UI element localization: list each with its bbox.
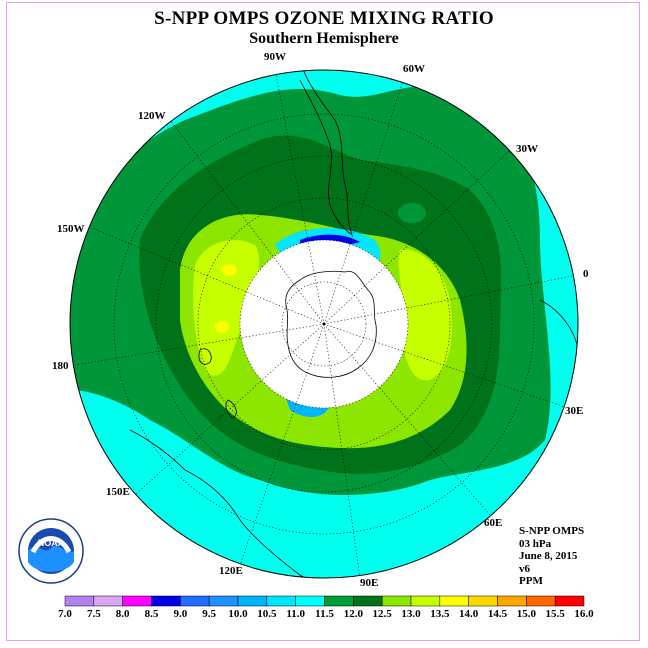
ozone-max-spot-2 (215, 321, 229, 333)
colorbar-swatch (468, 595, 498, 607)
ozone-band-13-0-east (398, 249, 452, 381)
colorbar-swatch (497, 595, 527, 607)
colorbar-tick-label: 9.5 (202, 608, 217, 620)
colorbar-tick-label: 14.5 (487, 608, 508, 620)
colorbar-swatch (93, 595, 123, 607)
lon-label-60e: 60E (484, 517, 503, 529)
colorbar-tick-label: 12.0 (343, 608, 363, 620)
colorbar-tick-label: 9.0 (173, 608, 188, 620)
colorbar-tick-label: 8.5 (144, 608, 159, 620)
longitude-grid (74, 70, 578, 578)
colorbar-swatch (410, 595, 441, 607)
colorbar (64, 595, 585, 607)
ozone-island (398, 203, 426, 223)
lon-label-150w: 150W (57, 223, 85, 235)
colorbar-tick-label: 12.5 (372, 608, 392, 620)
colorbar-swatch (439, 595, 469, 607)
ozone-band-13-0 (193, 240, 260, 376)
lon-label-120e: 120E (219, 565, 243, 577)
colorbar-tick-label: 15.5 (545, 608, 565, 620)
chart-title: S-NPP OMPS OZONE MIXING RATIO (154, 8, 494, 29)
lon-label-180: 180 (52, 360, 69, 372)
lon-label-120w: 120W (138, 110, 166, 122)
antarctica-coastline (285, 270, 377, 378)
data-version: v6 (519, 562, 530, 575)
lon-label-90w: 90W (264, 51, 286, 63)
colorbar-tick-label: 11.0 (286, 608, 305, 620)
colorbar-swatch (295, 595, 325, 607)
south-pole-marker (322, 322, 326, 326)
australia-coastline (129, 429, 331, 578)
colorbar-swatch (266, 595, 296, 607)
colorbar-tick-label: 10.0 (228, 608, 248, 620)
colorbar-tick-label: 14.0 (459, 608, 479, 620)
lon-label-60w: 60W (403, 63, 425, 75)
colorbar-tick-label: 7.5 (86, 608, 101, 620)
colorbar-tick-label: 13.0 (401, 608, 421, 620)
product-name: S-NPP OMPS (519, 525, 585, 537)
product-info: S-NPP OMPS 03 hPa June 8, 2015 v6 PPM (519, 525, 584, 588)
noaa-logo-text: NOAA (38, 538, 65, 548)
colorbar-swatch (324, 595, 354, 607)
chart-subtitle: Southern Hemisphere (249, 30, 399, 47)
colorbar-swatch (554, 595, 585, 607)
colorbar-swatch (208, 595, 239, 607)
lon-label-30w: 30W (516, 143, 538, 155)
colorbar-tick-label: 10.5 (257, 608, 277, 620)
colorbar-tick-label: 16.0 (574, 608, 594, 620)
latitude-grid (113, 113, 535, 535)
colorbar-swatch (237, 595, 268, 607)
map-border (69, 69, 579, 579)
units-label: PPM (519, 575, 543, 588)
colorbar-swatch (64, 595, 95, 607)
figure-frame (6, 2, 640, 641)
colorbar-swatch (151, 595, 181, 607)
colorbar-swatch (381, 595, 412, 607)
colorbar-swatch (526, 595, 556, 607)
colorbar-swatch (122, 595, 152, 607)
new-zealand-coastline (198, 348, 237, 419)
colorbar-tick-label: 13.5 (430, 608, 450, 620)
lon-label-90e: 90E (360, 577, 379, 589)
colorbar-tick-label: 11.5 (315, 608, 334, 620)
south-america-coastline (299, 70, 353, 237)
lon-label-30e: 30E (565, 405, 584, 417)
ozone-max-spot-1 (221, 264, 237, 276)
colorbar-swatch (353, 595, 383, 607)
colorbar-tick-label: 15.0 (516, 608, 536, 620)
pressure-level: 03 hPa (519, 537, 552, 550)
noaa-logo: NOAA (18, 518, 84, 584)
lon-label-0: 0 (583, 268, 589, 280)
colorbar-swatch (180, 595, 210, 607)
lon-label-150e: 150E (106, 486, 130, 498)
observation-date: June 8, 2015 (519, 550, 578, 563)
colorbar-tick-label: 8.0 (115, 608, 130, 620)
colorbar-tick-label: 7.0 (58, 608, 72, 620)
